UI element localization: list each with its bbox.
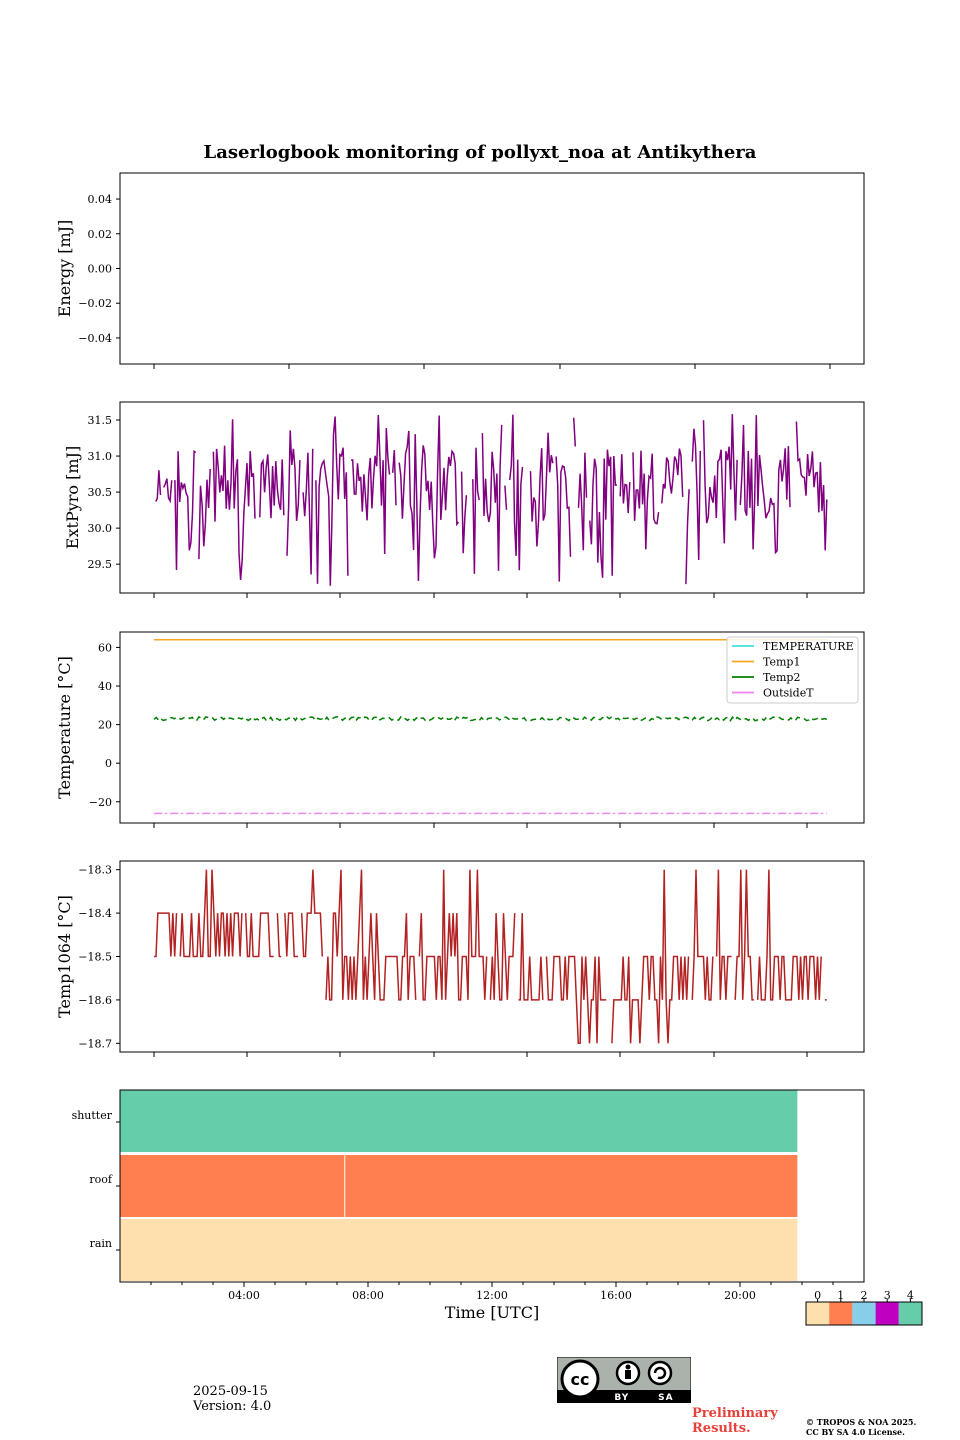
legend-label: TEMPERATURE [763,640,854,653]
chart-title: Laserlogbook monitoring of pollyxt_noa a… [204,142,757,163]
y-tick-label: −18.5 [78,951,112,964]
series-temp1064 [154,869,827,1045]
row-label-rain: rain [90,1237,112,1250]
cc-license-badge: cc BY SA [557,1357,691,1403]
y-axis-label: Temp1064 [°C] [55,895,74,1018]
status-row-rain [120,1219,798,1281]
x-tick-label: 04:00 [228,1289,260,1302]
status-row-shutter [120,1090,798,1152]
preliminary-note: Preliminary Results. [692,1406,778,1436]
x-tick-label: 16:00 [600,1289,632,1302]
status-row-roof [120,1155,798,1217]
copyright-line-1: © TROPOS & NOA 2025. [806,1417,917,1427]
legend: TEMPERATURE Temp1 Temp2 OutsideT [726,636,859,704]
colorbar-swatch [852,1302,876,1325]
y-tick-label: 60 [98,641,112,654]
colorbar-frame [805,1301,923,1326]
svg-text:cc: cc [571,1370,590,1389]
y-tick-label: 31.0 [88,450,113,463]
legend-label: Temp2 [763,671,800,684]
panel-3: −18.7 −18.6 −18.5 −18.4 −18.3 Temp1064 [°C] [55,860,865,1057]
y-tick-label: 0.00 [88,263,113,276]
y-tick-label: −18.7 [78,1037,112,1050]
y-tick-label: −18.3 [78,864,112,877]
y-tick-label: 20 [98,719,112,732]
colorbar-label: 4 [907,1289,914,1302]
colorbar: 0 1 2 3 4 [805,1289,923,1326]
y-tick-label: 0.02 [88,228,113,241]
x-axis-label: Time [UTC] [445,1303,539,1322]
series-temp2 [153,715,828,723]
copyright-line-2: CC BY SA 4.0 License. [806,1427,905,1437]
series-extpyro [155,414,828,586]
x-tick-label: 12:00 [476,1289,508,1302]
y-axis-label: ExtPyro [mJ] [63,446,82,549]
legend-label: OutsideT [763,687,814,700]
y-tick-label: 30.0 [88,522,113,535]
y-axis-label: Temperature [°C] [55,656,74,799]
y-tick-label: −0.04 [78,332,112,345]
legend-label: Temp1 [763,656,800,669]
badge-label: BY SA [614,1393,673,1403]
y-tick-label: 30.5 [88,486,113,499]
legend-frame [726,636,859,704]
footer-date: 2025-09-15 [193,1384,268,1399]
y-tick-label: 29.5 [88,558,113,571]
colorbar-label: 3 [884,1289,891,1302]
colorbar-label: 0 [814,1289,821,1302]
y-tick-label: 31.5 [88,414,113,427]
panel-1: 29.5 30.0 30.5 31.0 31.5 ExtPyro [mJ] [63,401,865,598]
y-tick-label: −20 [89,796,112,809]
y-tick-label: 0 [105,757,112,770]
panel-4: shutter roof rain 04:00 08:00 12:00 16:00 20:00… [72,1089,923,1326]
y-axis-label: Energy [mJ] [55,220,74,318]
plot-frame [119,631,865,824]
colorbar-label: 1 [837,1289,844,1302]
y-tick-label: 40 [98,680,112,693]
y-tick-label: −18.6 [78,994,112,1007]
plot-frame [119,401,865,594]
row-label-shutter: shutter [72,1109,113,1122]
y-tick-label: 0.04 [88,193,113,206]
colorbar-label: 2 [861,1289,868,1302]
y-tick-label: −18.4 [78,907,112,920]
colorbar-swatch [875,1302,899,1325]
colorbar-swatch [806,1302,830,1325]
plot-frame [119,172,865,365]
panel-0: −0.04 −0.02 0.00 0.02 0.04 Energy [mJ] [55,172,865,369]
colorbar-swatch [829,1302,853,1325]
row-label-roof: roof [89,1173,113,1186]
x-tick-label: 20:00 [724,1289,756,1302]
colorbar-swatch [898,1302,922,1325]
panel-2: −20 0 20 40 60 Temperature [°C] TEMPERATURE Tem… [55,631,865,828]
x-tick-label: 08:00 [352,1289,384,1302]
copyright: © TROPOS & NOA 2025. CC BY SA 4.0 Licens… [806,1417,916,1437]
y-tick-label: −0.02 [78,297,112,310]
footer-version: Version: 4.0 [193,1399,272,1414]
